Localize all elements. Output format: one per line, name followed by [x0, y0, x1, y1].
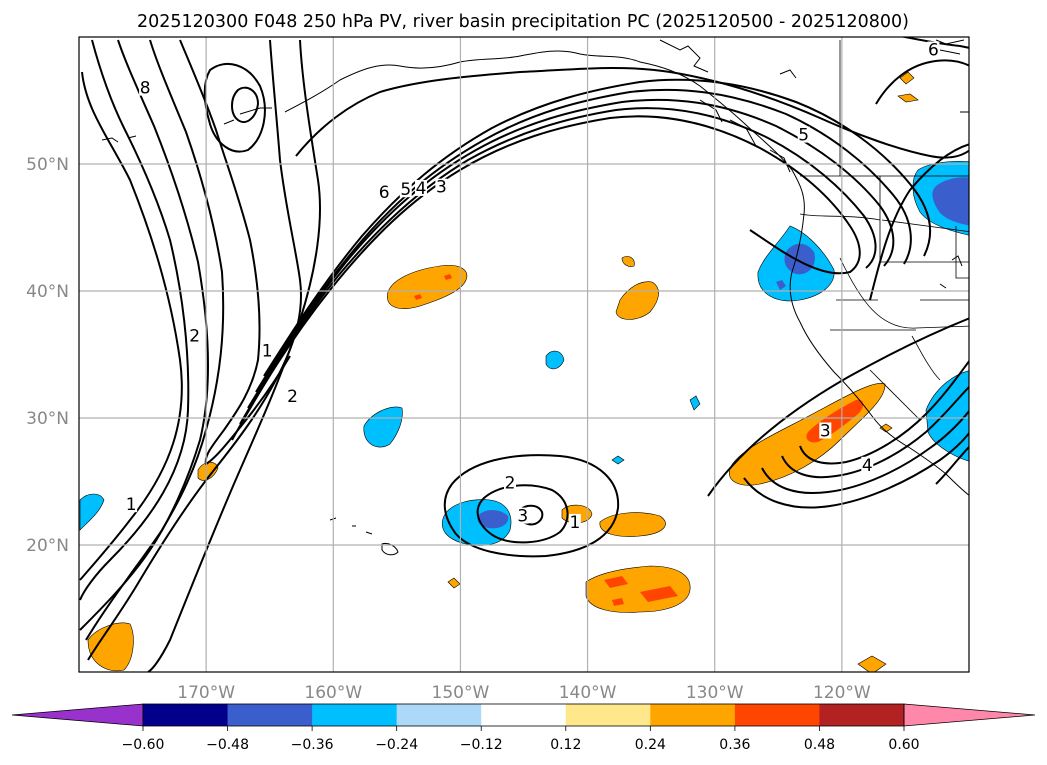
colorbar-frame: [142, 703, 905, 727]
y-tick-label: 20°N: [26, 536, 69, 556]
contour-label: 4: [416, 179, 427, 199]
contour-label-bg: [819, 422, 832, 439]
precip-region-pos-2: [615, 256, 659, 320]
x-tick-label: 120°W: [813, 683, 871, 703]
grid: [79, 37, 969, 672]
precip-region-pos-3-core: [604, 576, 678, 606]
x-tick-label: 170°W: [177, 683, 235, 703]
precip-region-neg-4-core: [932, 177, 969, 226]
x-axis-ticks: 170°W 160°W 150°W 140°W 130°W 120°W: [177, 683, 871, 703]
y-tick-label: 50°N: [26, 155, 69, 175]
colorbar-segment: [227, 704, 313, 726]
x-tick-label: 130°W: [686, 683, 744, 703]
contour-label-bg: [261, 342, 274, 359]
colorbar-segment: [312, 704, 398, 726]
y-axis-ticks: 20°N 30°N 40°N 50°N: [26, 155, 69, 556]
precip-region-pos-7: [447, 71, 919, 672]
y-tick-label: 30°N: [26, 409, 69, 429]
colorbar-extend-high: [903, 703, 1036, 727]
y-tick-label: 40°N: [26, 282, 69, 302]
precip-region-neg-3: [79, 350, 701, 531]
contour-label-bg: [139, 79, 152, 96]
x-tick-label: 160°W: [304, 683, 362, 703]
contour-label: 2: [505, 474, 516, 494]
colorbar-segment: [565, 704, 651, 726]
precip-region-neg-1-core: [776, 243, 815, 290]
colorbar-tick-label: −0.36: [291, 737, 334, 753]
colorbar-segment: [819, 704, 905, 726]
colorbar-segment: [396, 704, 482, 726]
coastlines: [101, 39, 969, 556]
contour-label: 8: [140, 79, 151, 99]
contour-label: 2: [287, 387, 298, 407]
colorbar-segment: [143, 704, 229, 726]
plot-frame: [78, 36, 970, 673]
colorbar-tick-label: 0.24: [635, 737, 666, 753]
contour-label-bg: [125, 496, 138, 513]
colorbar-tick-label: 0.48: [804, 737, 835, 753]
contour-label: 1: [126, 495, 137, 515]
contour-label-bg: [378, 183, 391, 200]
colorbar-tick-label: 0.36: [719, 737, 750, 753]
contour-label-bg: [861, 456, 874, 473]
colorbar-tick-label: −0.12: [460, 737, 503, 753]
contour-label-bg: [927, 41, 940, 58]
colorbar-segment: [734, 704, 820, 726]
contour-label: 3: [820, 422, 831, 442]
contour-label-bg: [399, 181, 412, 198]
colorbar-tick-label: −0.48: [206, 737, 249, 753]
contour-label: 1: [262, 342, 273, 362]
contour-label: 2: [189, 326, 200, 346]
precip-region-pos-3: [585, 565, 691, 613]
contour-label-bg: [188, 327, 201, 344]
colorbar-tick-label: −0.60: [122, 737, 165, 753]
contour-label-bg: [568, 513, 581, 530]
chart-title: 2025120300 F048 250 hPa PV, river basin …: [137, 12, 909, 32]
contour-label: 5: [798, 126, 809, 146]
contour-label-bg: [435, 178, 448, 195]
colorbar-tick-label: 0.12: [550, 737, 581, 753]
contour-label-bg: [286, 388, 299, 405]
contour-label: 6: [379, 183, 390, 203]
colorbar-segment: [481, 704, 567, 726]
colorbar: −0.60 −0.48 −0.36 −0.24 −0.12 0.12 0.24 0.36 0.4…: [11, 703, 1036, 753]
precip-region-pos-1-core: [414, 274, 452, 300]
x-tick-label: 150°W: [432, 683, 490, 703]
precip-region-neg-2-core: [477, 510, 509, 529]
contour-label: 3: [517, 507, 528, 527]
contour-label-bg: [516, 507, 529, 524]
colorbar-segment: [650, 704, 736, 726]
contour-label: 4: [862, 456, 873, 476]
contour-label-bg: [797, 126, 810, 143]
precip-region-neg-5: [925, 370, 969, 462]
colorbar-extend-low: [11, 703, 144, 727]
contour-label-bg: [504, 474, 517, 491]
contour-label: 5: [400, 180, 411, 200]
pv-contours: [79, 37, 969, 672]
contour-label: 6: [928, 41, 939, 61]
contour-label: 1: [569, 513, 580, 533]
contour-label-bg: [415, 179, 428, 196]
contour-label: 3: [436, 178, 447, 198]
plot-area: [79, 37, 969, 672]
colorbar-tick-label: −0.24: [375, 737, 418, 753]
colorbar-tick-label: 0.60: [888, 737, 919, 753]
x-tick-label: 140°W: [559, 683, 617, 703]
